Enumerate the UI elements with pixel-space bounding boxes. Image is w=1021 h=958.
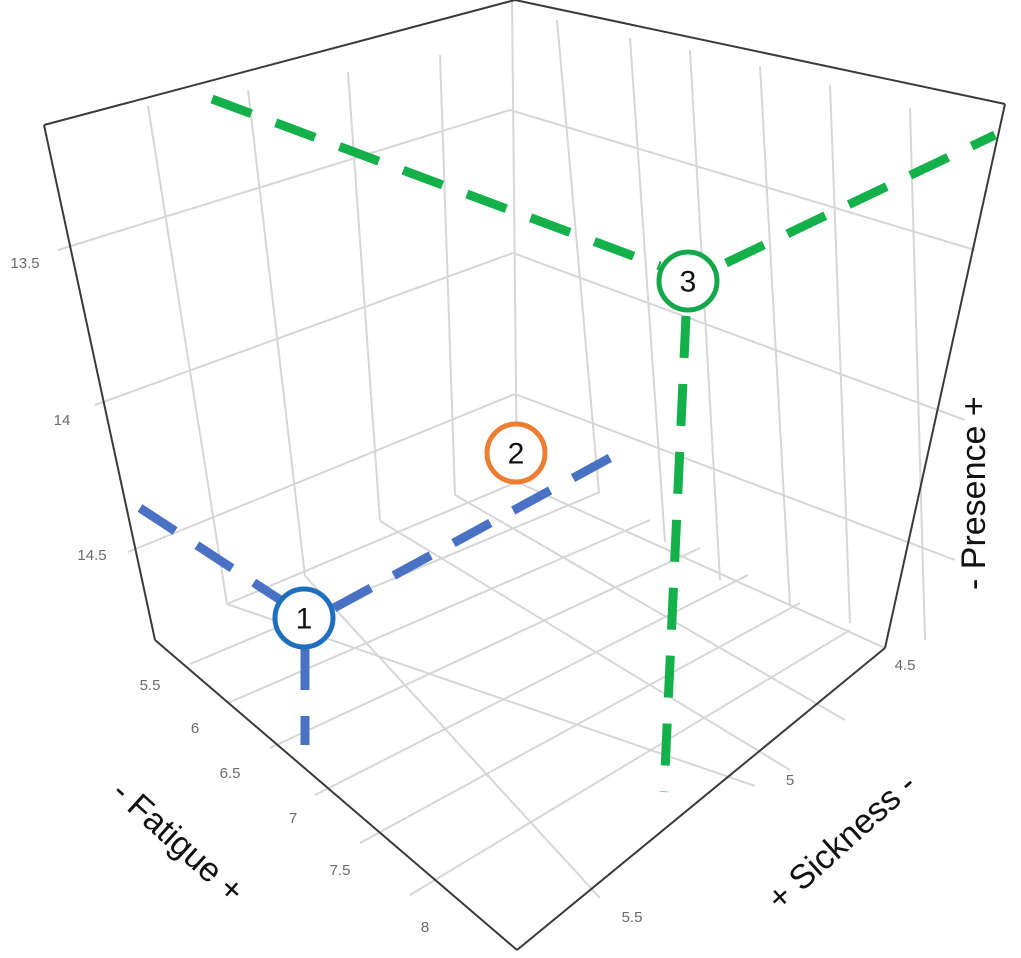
sickness-axis-title: + Sickness - <box>760 765 924 918</box>
sickness-tick-label: 5.5 <box>622 909 643 926</box>
fatigue-tick-labels: 5.5 6 6.5 7 7.5 8 <box>140 677 430 936</box>
presence-tick-label: 14 <box>54 412 71 429</box>
data-points: 1 2 3 <box>272 249 720 650</box>
guide-line-point-3 <box>724 130 997 268</box>
sickness-tick-label: 5 <box>786 772 794 789</box>
guide-line-point-3 <box>210 94 662 271</box>
sickness-tick-label: 4.5 <box>895 657 916 674</box>
presence-tick-label: 13.5 <box>10 255 39 272</box>
fatigue-axis-title: - Fatigue + <box>105 773 252 911</box>
guide-line-point-3 <box>659 315 691 793</box>
marker-point-1 <box>272 586 336 650</box>
fatigue-tick-label: 6.5 <box>220 765 241 782</box>
presence-tick-label: 14.5 <box>77 547 106 564</box>
fatigue-tick-label: 8 <box>421 919 429 936</box>
presence-axis-title: - Presence + <box>955 396 993 590</box>
fatigue-tick-label: 5.5 <box>140 677 161 694</box>
fatigue-tick-label: 6 <box>191 720 199 737</box>
guide-line-point-1 <box>137 504 288 607</box>
marker-label-point-1: 1 <box>296 603 313 636</box>
cube-edges <box>43 0 1006 951</box>
presence-tick-labels: 13.5 14 14.5 <box>10 255 106 564</box>
sickness-tick-labels: 4.5 5 5.5 <box>622 657 916 926</box>
marker-point-2 <box>484 421 548 485</box>
marker-label-point-3: 3 <box>680 266 697 299</box>
marker-label-point-2: 2 <box>508 438 525 471</box>
projection-guides <box>137 94 997 793</box>
fatigue-tick-label: 7.5 <box>330 862 351 879</box>
fatigue-tick-label: 7 <box>289 810 297 827</box>
guide-line-point-1 <box>331 443 633 612</box>
marker-point-3 <box>656 249 720 313</box>
